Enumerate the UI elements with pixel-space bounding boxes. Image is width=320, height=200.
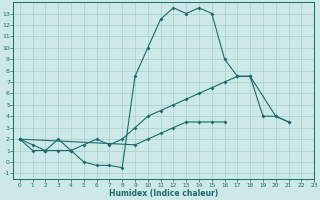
X-axis label: Humidex (Indice chaleur): Humidex (Indice chaleur) bbox=[109, 189, 219, 198]
